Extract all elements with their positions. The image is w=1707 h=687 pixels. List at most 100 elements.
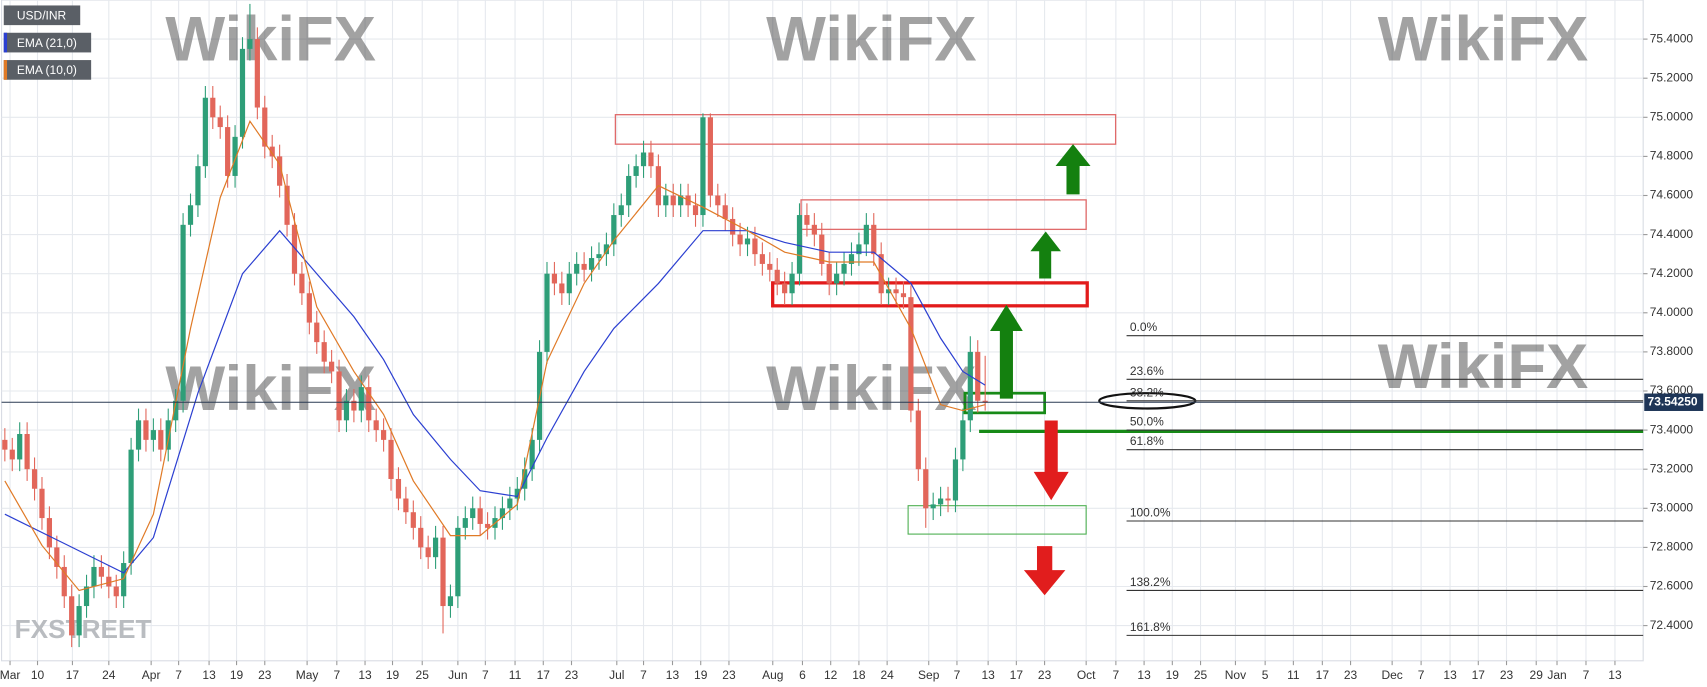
x-tick-label: 17 [1316, 668, 1330, 682]
candle-body [767, 263, 773, 270]
y-tick-label: 74.2000 [1650, 266, 1694, 280]
candle-body [588, 258, 595, 270]
candle-body [484, 523, 491, 528]
candle-body [826, 263, 832, 284]
x-tick-label: 13 [666, 668, 680, 682]
x-tick-label: 23 [1500, 668, 1514, 682]
candle-body [908, 297, 914, 411]
x-tick-label: 19 [230, 668, 244, 682]
y-tick-label: 74.4000 [1650, 227, 1694, 241]
candle-body [603, 244, 610, 255]
candle-body [83, 586, 90, 607]
y-tick-label: 73.4000 [1650, 422, 1694, 436]
candle-body [863, 224, 869, 245]
candle-body [744, 238, 751, 245]
candle-body [447, 596, 454, 607]
legend-label: EMA (21,0) [17, 36, 77, 50]
y-tick-label: 74.0000 [1650, 305, 1694, 319]
candle-body [834, 273, 840, 284]
x-tick-label: 12 [824, 668, 838, 682]
x-tick-label: Jun [448, 668, 467, 682]
x-tick-label: 19 [386, 668, 400, 682]
candle-body [329, 361, 335, 372]
candle-body [722, 205, 728, 219]
candle-body [893, 289, 899, 294]
candle-body [403, 498, 409, 513]
candle-body [158, 430, 164, 450]
y-tick-label: 74.6000 [1650, 188, 1694, 202]
candle-body [574, 263, 580, 274]
candle-body [113, 586, 119, 597]
candle-body [2, 439, 8, 450]
candle-body [440, 537, 446, 607]
fib-label: 0.0% [1130, 320, 1158, 334]
candle-body [774, 269, 780, 284]
legend-box [3, 32, 92, 53]
candle-body [254, 39, 260, 108]
candle-body [128, 449, 134, 564]
grid [1, 0, 1644, 661]
candle-body [373, 420, 379, 431]
last-price-label: 73.54250 [1648, 394, 1698, 408]
candle-body [425, 547, 431, 558]
legend-swatch [3, 32, 8, 53]
x-tick-label: 19 [694, 668, 708, 682]
x-tick-label: 19 [1166, 668, 1180, 682]
candle-body [247, 39, 253, 49]
candle-body [663, 195, 669, 206]
candle-body [618, 205, 624, 216]
x-tick-label: 23 [258, 668, 272, 682]
y-tick-label: 75.0000 [1650, 109, 1694, 123]
candle-body [514, 488, 520, 499]
candle-body [967, 351, 973, 421]
candle-body [848, 254, 855, 264]
x-tick-label: 7 [1583, 668, 1590, 682]
candle-body [462, 518, 468, 528]
candle-body [225, 127, 231, 176]
candle-body [700, 117, 706, 216]
candle-body [856, 244, 862, 255]
symbol: USD/INR [17, 9, 67, 23]
fibonacci: 0.0% 23.6% 38.2% 50.0% 61.8% 100.0% 138.2% 161.… [1126, 320, 1644, 636]
fib-label: 161.8% [1130, 620, 1171, 634]
candle-body [61, 566, 67, 597]
down-arrow [1033, 420, 1069, 501]
x-tick-label: 7 [1418, 668, 1425, 682]
candle-body [388, 439, 394, 479]
candle-body [551, 273, 558, 284]
candle-body [39, 488, 45, 519]
candle-body [284, 185, 290, 225]
candle-body [819, 234, 825, 264]
x-tick-label: 23 [1344, 668, 1358, 682]
fib-label: 50.0% [1130, 415, 1164, 429]
candle-body [232, 136, 238, 176]
candle-body [633, 166, 639, 176]
y-tick-label: 74.8000 [1650, 149, 1694, 163]
candle-body [759, 254, 765, 264]
x-tick-label: 10 [31, 668, 45, 682]
x-tick-label: Apr [142, 668, 161, 682]
candle-body [707, 117, 713, 196]
legend: USD/INR EMA (21,0) EMA (10,0) [3, 5, 92, 80]
x-tick-label: 29 [1530, 668, 1544, 682]
candle-body [210, 97, 216, 118]
candle-body [499, 508, 506, 519]
x-tick-label: 7 [175, 668, 182, 682]
candle-body [804, 215, 810, 225]
x-tick-label: Jan [1547, 668, 1566, 682]
candle-body [678, 195, 684, 206]
x-tick-label: 13 [981, 668, 995, 682]
candle-body [945, 498, 951, 501]
candle-body [336, 371, 342, 421]
candle-body [31, 469, 38, 489]
candle-body [477, 508, 483, 524]
x-tick-label: Oct [1077, 668, 1096, 682]
up-arrow [990, 304, 1023, 399]
x-tick-label: 13 [1608, 668, 1622, 682]
watermark: WikiFX [1378, 4, 1589, 74]
candle-body [566, 273, 572, 294]
x-tick-label: 13 [1137, 668, 1151, 682]
legend-label: EMA (10,0) [17, 63, 77, 77]
watermark: WikiFX [766, 4, 977, 74]
x-tick-label: 13 [1443, 668, 1457, 682]
